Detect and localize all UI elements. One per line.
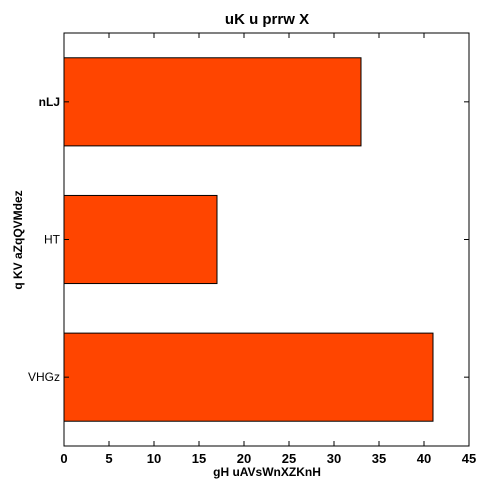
y-tick-label: HT	[44, 233, 61, 247]
bar-nLJ	[63, 57, 362, 147]
x-tick-label: 0	[60, 451, 67, 466]
x-tick-label: 15	[192, 451, 206, 466]
x-tick-label: 35	[372, 451, 386, 466]
chart-title: uK u prrw X	[225, 11, 309, 28]
y-axis-label: q KV aZqQVMdez	[11, 190, 25, 289]
y-tick-label: VHGz	[28, 370, 60, 384]
x-tick-label: 10	[147, 451, 161, 466]
bars-group	[63, 57, 434, 422]
x-tick-label: 5	[105, 451, 112, 466]
x-tick-label: 30	[327, 451, 341, 466]
bar-HT	[63, 194, 218, 285]
x-tick-label: 20	[237, 451, 251, 466]
x-tick-label: 45	[462, 451, 476, 466]
y-axis-ticks: nLJ HT VHGz	[28, 95, 469, 384]
y-tick-label: nLJ	[39, 95, 60, 109]
bar-VHGz	[63, 332, 434, 422]
x-axis-ticks: 0 5 10 15 20 25 30 35 40 45	[60, 33, 476, 466]
x-tick-label: 25	[282, 451, 296, 466]
x-axis-label: gH uAVsWnXZKnH	[213, 465, 321, 479]
x-tick-label: 40	[417, 451, 431, 466]
